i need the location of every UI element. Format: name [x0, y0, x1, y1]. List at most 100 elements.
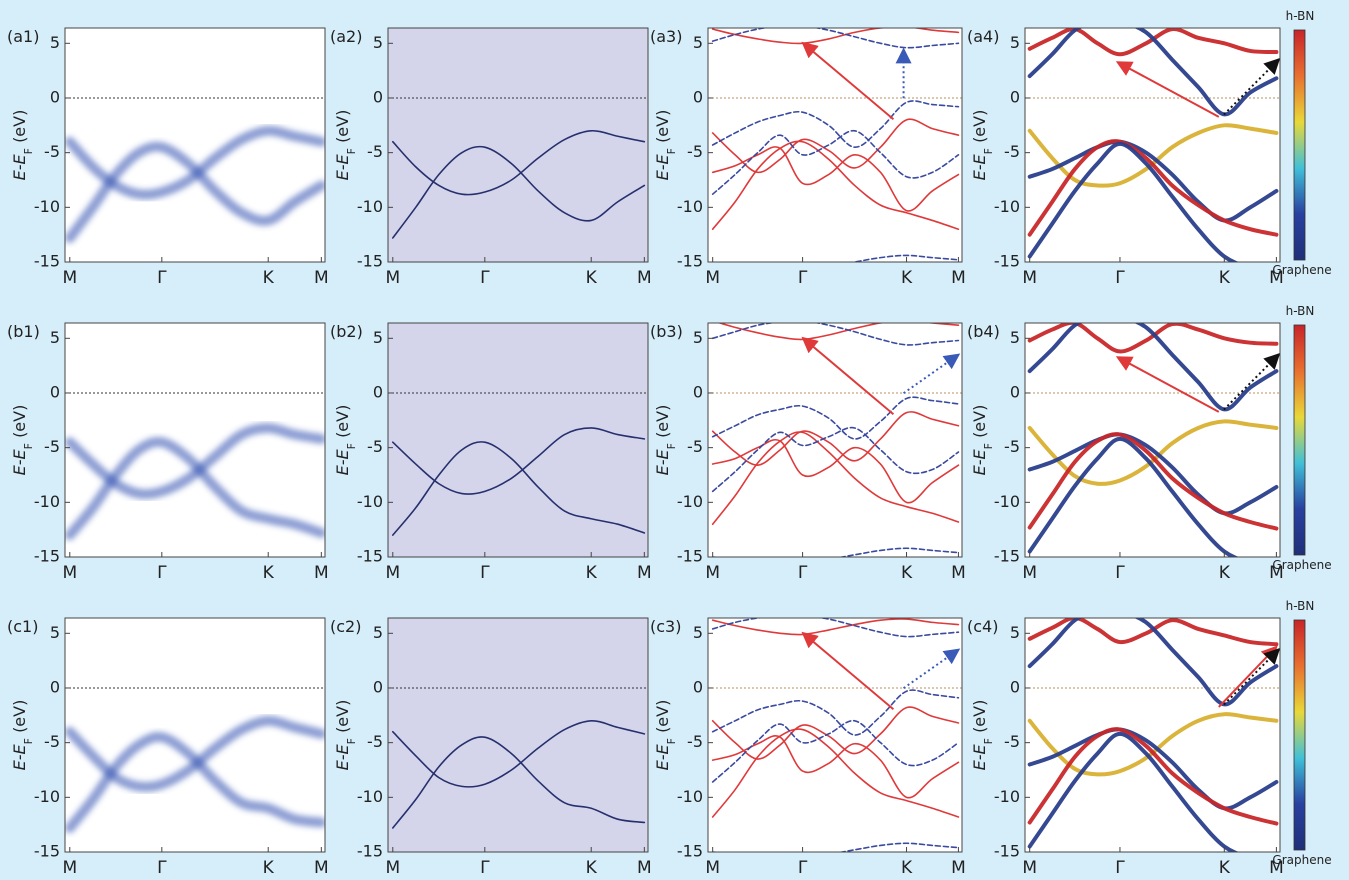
x-tick-label: M	[705, 268, 720, 288]
y-tick-label: -5	[367, 142, 383, 161]
figure: 50-5-10-15MΓKM(a1)E-EF (eV)50-5-10-15MΓK…	[0, 0, 1349, 876]
y-tick-label: -15	[34, 252, 60, 271]
panel: 50-5-10-15MΓKM(b4)E-EF (eV)h-BNGraphene	[967, 304, 1332, 583]
x-tick-label: K	[1219, 268, 1231, 288]
y-tick-label: 0	[373, 382, 383, 401]
x-tick-label: M	[705, 858, 720, 876]
y-tick-label: 0	[373, 677, 383, 696]
y-axis-label: E-EF (eV)	[10, 110, 35, 181]
y-tick-label: 0	[50, 677, 60, 696]
y-axis-label-part: E-E	[970, 743, 989, 770]
y-tick-label: -5	[44, 142, 60, 161]
colorbar	[1294, 30, 1305, 260]
y-tick-label: -5	[687, 437, 703, 456]
y-axis-label: E-EF (eV)	[10, 405, 35, 476]
y-tick-label: -15	[677, 547, 703, 566]
panel-label: (a1)	[7, 27, 39, 46]
x-tick-label: K	[586, 268, 598, 288]
x-tick-label: K	[263, 268, 275, 288]
colorbar-bottom-label: Graphene	[1272, 263, 1331, 277]
y-axis-label-part: (eV)	[970, 405, 989, 443]
plot-area	[1025, 323, 1280, 557]
y-tick-label: 5	[50, 623, 60, 642]
y-tick-label: -10	[357, 787, 383, 806]
x-tick-label: Γ	[157, 268, 167, 288]
y-axis-label-part: E-E	[333, 743, 352, 770]
y-tick-label: 5	[373, 623, 383, 642]
y-axis-label: E-EF (eV)	[653, 700, 678, 771]
y-tick-label: -15	[357, 252, 383, 271]
plot-area	[708, 28, 962, 262]
y-axis-label: E-EF (eV)	[333, 405, 358, 476]
y-tick-label: -5	[44, 437, 60, 456]
y-axis-label-part: E-E	[333, 448, 352, 475]
y-tick-label: -15	[34, 547, 60, 566]
x-tick-label: M	[951, 268, 966, 288]
y-axis-label: E-EF (eV)	[333, 110, 358, 181]
x-tick-label: M	[385, 268, 400, 288]
y-axis-label-part: E-E	[653, 153, 672, 180]
y-axis-label: E-EF (eV)	[653, 110, 678, 181]
y-axis-label-part: (eV)	[970, 700, 989, 738]
y-axis-label-part: (eV)	[653, 405, 672, 443]
y-tick-label: -10	[34, 492, 60, 511]
x-tick-label: M	[637, 858, 652, 876]
y-tick-label: 5	[693, 623, 703, 642]
y-axis-label: E-EF (eV)	[10, 700, 35, 771]
panel: 50-5-10-15MΓKM(c3)E-EF (eV)	[650, 615, 966, 876]
x-tick-label: Γ	[157, 563, 167, 583]
colorbar-top-label: h-BN	[1286, 599, 1315, 613]
panel-label: (a4)	[967, 27, 999, 46]
x-tick-label: K	[901, 268, 913, 288]
colorbar-bottom-label: Graphene	[1272, 853, 1331, 867]
x-tick-label: M	[637, 563, 652, 583]
colorbar-top-label: h-BN	[1286, 9, 1315, 23]
x-tick-label: Γ	[1115, 268, 1125, 288]
y-axis-label-part: (eV)	[653, 700, 672, 738]
x-tick-label: M	[62, 268, 77, 288]
y-tick-label: 5	[373, 328, 383, 347]
x-tick-label: K	[586, 858, 598, 876]
y-tick-label: -15	[34, 842, 60, 861]
y-axis-label-part: (eV)	[333, 700, 352, 738]
y-tick-label: 0	[693, 382, 703, 401]
x-tick-label: M	[951, 563, 966, 583]
panel-label: (b2)	[330, 322, 363, 341]
x-tick-label: M	[951, 858, 966, 876]
plot-area	[1025, 618, 1280, 852]
y-tick-label: -15	[677, 252, 703, 271]
y-axis-label-part: (eV)	[10, 700, 29, 738]
x-tick-label: M	[314, 858, 329, 876]
y-tick-label: -10	[357, 492, 383, 511]
y-tick-label: -10	[677, 492, 703, 511]
y-tick-label: -5	[1004, 142, 1020, 161]
y-tick-label: -5	[687, 142, 703, 161]
y-tick-label: -15	[994, 842, 1020, 861]
x-tick-label: K	[586, 563, 598, 583]
x-tick-label: Γ	[480, 563, 490, 583]
y-axis-label-part: (eV)	[333, 405, 352, 443]
y-tick-label: -5	[44, 732, 60, 751]
y-tick-label: -10	[34, 197, 60, 216]
y-tick-label: -10	[677, 197, 703, 216]
panel: 50-5-10-15MΓKM(a4)E-EF (eV)h-BNGraphene	[967, 9, 1332, 288]
y-tick-label: -5	[367, 437, 383, 456]
y-tick-label: -10	[994, 197, 1020, 216]
y-tick-label: -10	[34, 787, 60, 806]
y-axis-label-part: E-E	[653, 743, 672, 770]
y-tick-label: 0	[1010, 677, 1020, 696]
y-tick-label: 5	[1010, 33, 1020, 52]
y-axis-label-part: E-E	[10, 743, 29, 770]
y-tick-label: -5	[367, 732, 383, 751]
y-axis-label-part: E-E	[970, 153, 989, 180]
y-axis-label-part: E-E	[653, 448, 672, 475]
y-tick-label: -15	[357, 842, 383, 861]
y-tick-label: -10	[677, 787, 703, 806]
x-tick-label: Γ	[1115, 563, 1125, 583]
y-axis-label-part: E-E	[10, 448, 29, 475]
x-tick-label: M	[1022, 858, 1037, 876]
y-tick-label: 5	[1010, 623, 1020, 642]
